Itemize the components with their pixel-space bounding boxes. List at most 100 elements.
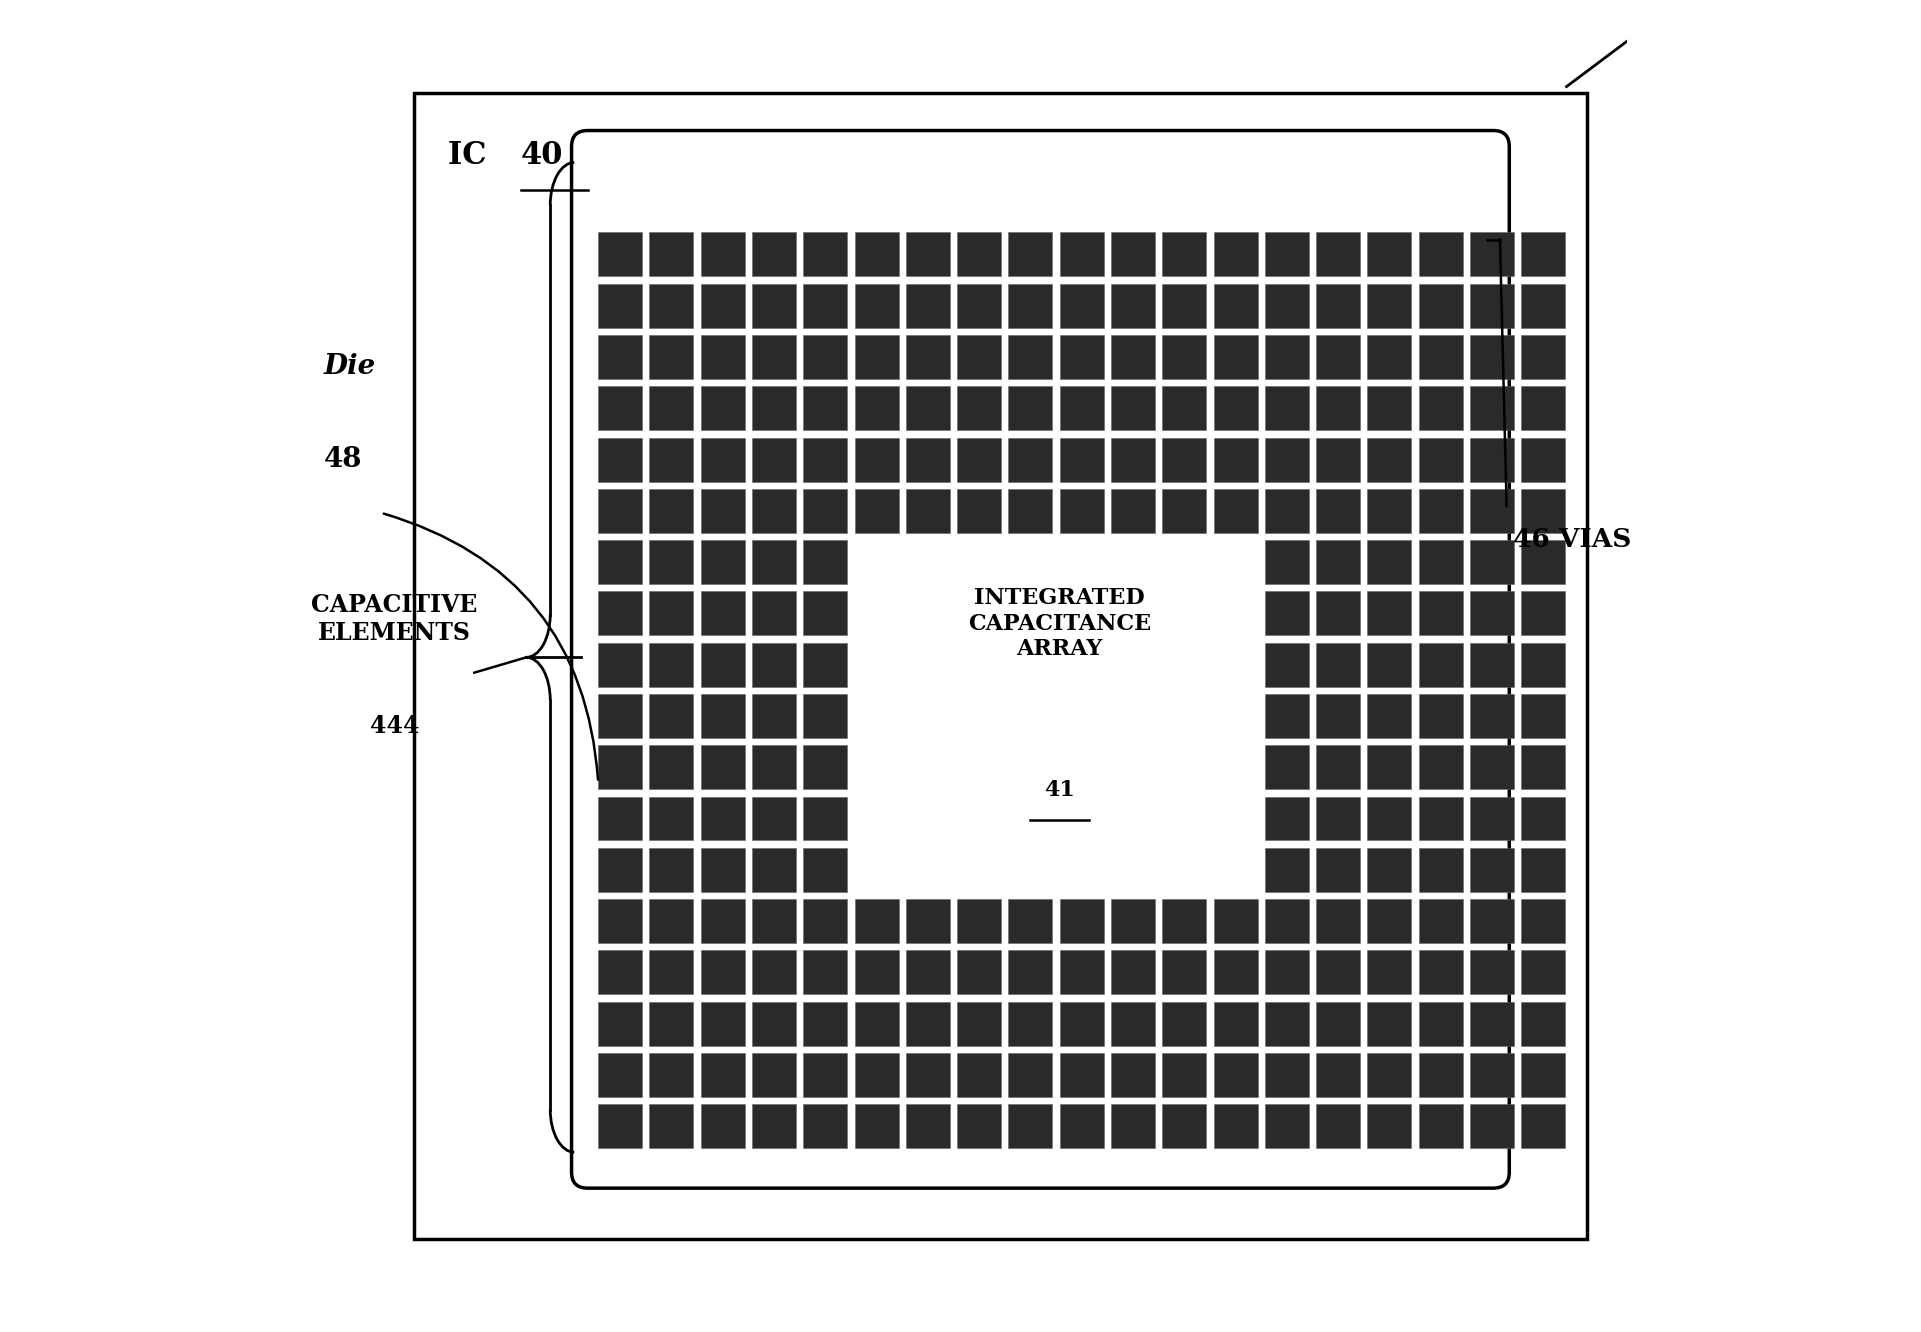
Bar [1316,848,1360,892]
Bar [803,643,847,687]
Bar [1521,334,1566,378]
Bar [803,284,847,328]
Bar [751,848,795,892]
Bar [1316,541,1360,583]
Bar [803,437,847,482]
Bar [751,1052,795,1098]
Bar [1420,694,1462,738]
Bar [1162,951,1206,994]
Bar [957,284,1001,328]
Bar [597,951,642,994]
Bar [1009,951,1053,994]
Bar [855,489,899,533]
Bar [1316,643,1360,687]
Bar [1420,899,1462,943]
Bar [1420,848,1462,892]
Bar [1316,1002,1360,1046]
Bar [803,386,847,430]
Bar [1264,437,1308,482]
Bar [597,797,642,840]
Bar [803,1052,847,1098]
Text: INTEGRATED
CAPACITANCE
ARRAY: INTEGRATED CAPACITANCE ARRAY [968,587,1151,661]
Bar [649,797,693,840]
Bar [649,386,693,430]
Bar [649,745,693,789]
Bar [701,1104,745,1148]
Bar [1420,1002,1462,1046]
Bar [1470,643,1514,687]
Text: IC: IC [448,140,498,170]
Bar [1470,541,1514,583]
Bar [907,284,949,328]
Bar [1470,232,1514,277]
Bar [855,334,899,378]
Bar [1316,1104,1360,1148]
Bar [907,899,949,943]
Bar [751,232,795,277]
Bar [1009,232,1053,277]
Bar [1316,745,1360,789]
Bar [751,694,795,738]
Bar [957,1104,1001,1148]
Bar [751,541,795,583]
Bar [597,848,642,892]
Bar [1009,1002,1053,1046]
Bar [1214,386,1258,430]
Bar [1009,1104,1053,1148]
Bar [855,232,899,277]
Bar [1264,1052,1308,1098]
Bar [1264,899,1308,943]
Bar [751,489,795,533]
Bar [751,899,795,943]
Bar [957,334,1001,378]
Bar [649,643,693,687]
Text: Die: Die [325,353,377,380]
Bar [957,232,1001,277]
Bar [1521,232,1566,277]
Bar [1264,386,1308,430]
Bar [1470,694,1514,738]
Bar [907,334,949,378]
Bar [701,745,745,789]
Bar [751,951,795,994]
Bar [1110,232,1155,277]
Bar [803,591,847,635]
Bar [701,899,745,943]
Bar [1316,232,1360,277]
Bar [1470,1052,1514,1098]
Bar [1521,386,1566,430]
Bar [1264,694,1308,738]
Bar [855,437,899,482]
Bar [1060,1104,1105,1148]
Bar [907,437,949,482]
Bar [1009,334,1053,378]
Bar [1470,591,1514,635]
Bar [701,541,745,583]
Bar [649,951,693,994]
Bar [649,1104,693,1148]
Bar [957,386,1001,430]
Bar [1470,797,1514,840]
Bar [1009,899,1053,943]
Bar [1521,1052,1566,1098]
Bar [1060,284,1105,328]
Bar [803,899,847,943]
Bar [1521,284,1566,328]
Bar [803,1002,847,1046]
Bar [1264,591,1308,635]
Bar [803,848,847,892]
Bar [803,1104,847,1148]
Bar [1264,232,1308,277]
Bar [1368,694,1412,738]
Bar [751,437,795,482]
Text: 48: 48 [325,446,363,473]
Bar [701,643,745,687]
Bar [701,694,745,738]
Bar [1470,899,1514,943]
Bar [803,232,847,277]
Bar [1368,848,1412,892]
Bar [1009,284,1053,328]
Bar [1110,1002,1155,1046]
Bar [649,284,693,328]
Bar [1316,489,1360,533]
